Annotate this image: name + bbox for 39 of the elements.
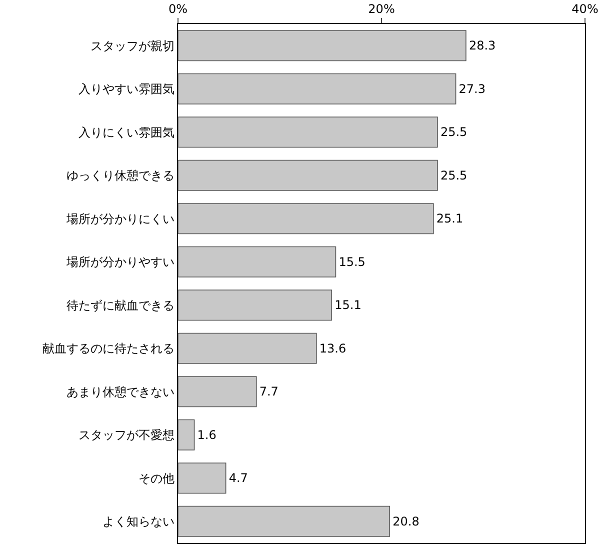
data-label: 20.8: [392, 514, 420, 528]
bar: [178, 419, 195, 450]
y-tick-label: よく知らない: [102, 514, 175, 529]
data-label: 1.6: [197, 428, 216, 442]
bar: [178, 203, 434, 234]
x-tick-label: 20%: [368, 2, 395, 16]
data-label: 25.5: [440, 125, 468, 140]
bar: [178, 332, 317, 364]
data-label: 25.5: [440, 168, 468, 182]
data-label: 13.6: [319, 341, 346, 356]
y-tick-label: あまり休憩できない: [66, 384, 175, 399]
bar: [178, 73, 456, 104]
bar: [178, 506, 390, 537]
bar: [178, 246, 336, 278]
bar: [178, 376, 257, 408]
x-tick-label: 0%: [168, 2, 188, 16]
y-tick-label: 献血するのに待たされる: [42, 342, 175, 356]
bar: [178, 30, 466, 62]
data-label: 15.1: [334, 298, 362, 312]
data-label: 25.1: [436, 212, 464, 226]
y-tick-label: スタッフが不愛想: [78, 428, 175, 442]
bar: [178, 116, 438, 148]
y-tick-label: 待たずに献血できる: [66, 298, 175, 312]
data-label: 7.7: [259, 384, 278, 399]
bar: [178, 290, 332, 321]
y-tick-label: 場所が分かりやすい: [66, 255, 175, 270]
y-tick-label: ゆっくり休憩できる: [66, 168, 175, 183]
bar: [178, 462, 226, 494]
y-tick-label: スタッフが親切: [90, 38, 175, 53]
bar: [178, 160, 438, 191]
x-tick-label: 40%: [572, 2, 598, 16]
data-label: 28.3: [468, 38, 496, 53]
y-tick-label: その他: [138, 471, 175, 486]
y-tick-label: 入りやすい雰囲気: [78, 82, 175, 96]
y-tick-label: 入りにくい雰囲気: [78, 125, 175, 140]
y-tick-label: 場所が分かりにくい: [66, 212, 175, 226]
data-label: 15.5: [338, 254, 366, 269]
data-label: 4.7: [228, 471, 248, 486]
data-label: 27.3: [458, 82, 486, 96]
